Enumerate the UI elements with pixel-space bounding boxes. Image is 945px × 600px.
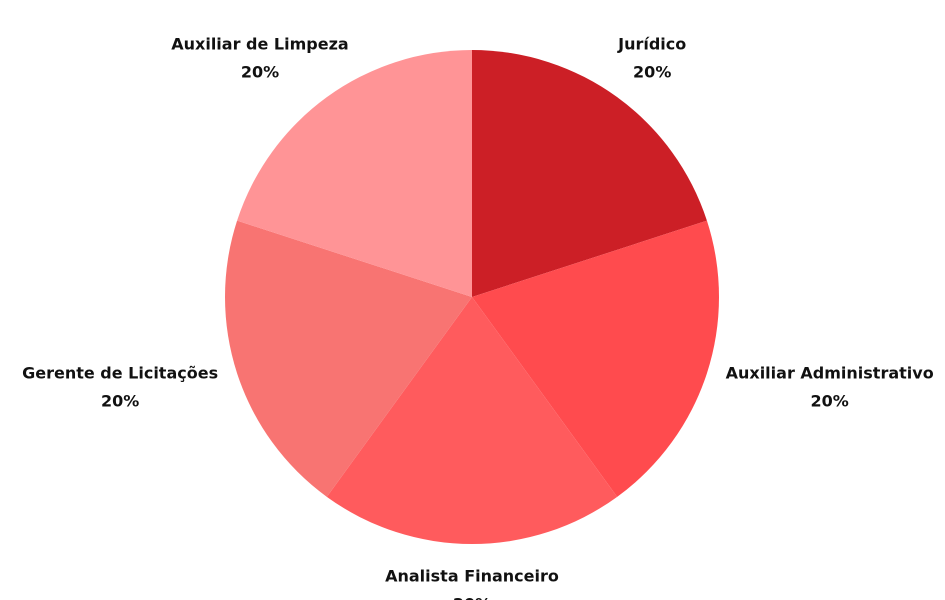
slice-label: Auxiliar Administrativo (726, 363, 934, 382)
pie-slice (237, 50, 472, 297)
pie-slice (326, 297, 618, 545)
pie-slice (472, 220, 720, 497)
slice-value-label: 20% (453, 595, 491, 600)
pie-slice (224, 220, 472, 497)
slice-value-label: 20% (633, 63, 671, 82)
slice-label: Jurídico (617, 35, 686, 54)
pie-slice (472, 50, 707, 297)
slice-value-label: 20% (810, 391, 848, 410)
slice-value-label: 20% (101, 391, 139, 410)
slice-label: Gerente de Licitações (22, 363, 218, 382)
slice-label: Auxiliar de Limpeza (171, 35, 348, 54)
slice-label: Analista Financeiro (385, 567, 559, 586)
slice-value-label: 20% (241, 63, 279, 82)
